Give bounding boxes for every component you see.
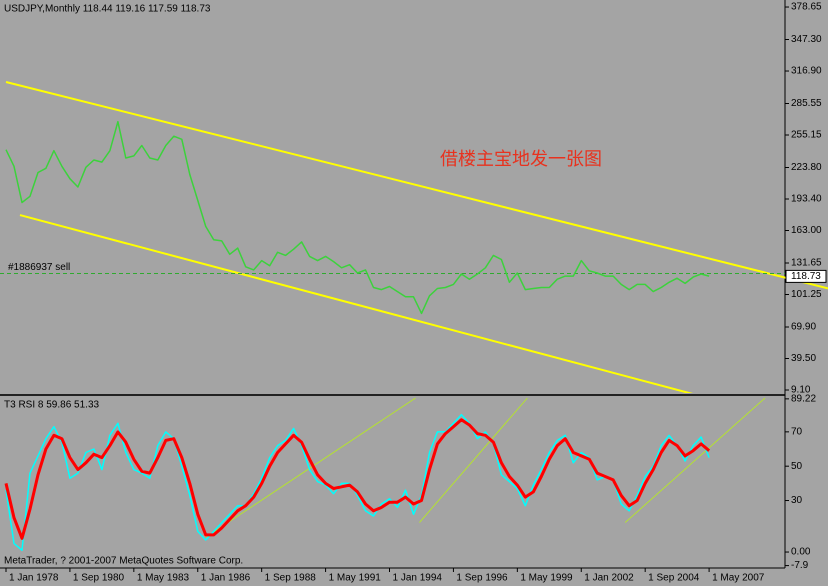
y-tick-label: -7.9 xyxy=(791,560,809,571)
y-tick-label: 30 xyxy=(791,495,803,506)
y-tick-label: 89.22 xyxy=(791,393,816,404)
y-tick-label: 70 xyxy=(791,426,803,437)
x-tick-label: 1 Jan 1978 xyxy=(9,573,59,584)
price-line xyxy=(5,120,710,315)
x-tick-label: 1 Jan 1986 xyxy=(201,573,251,584)
x-tick-label: 1 Jan 2002 xyxy=(584,573,634,584)
x-tick-label: 1 Sep 1988 xyxy=(265,573,317,584)
y-tick-label: 50 xyxy=(791,461,803,472)
order-label: #1886937 sell xyxy=(8,262,70,273)
y-tick-label: 285.55 xyxy=(791,98,822,109)
trendline xyxy=(19,214,694,393)
y-tick-label: 9.10 xyxy=(791,385,811,396)
y-tick-label: 101.25 xyxy=(791,289,822,300)
price-tag-box xyxy=(785,269,827,283)
annotation: 借楼主宝地发一张图 xyxy=(440,149,602,169)
y-tick-label: 255.15 xyxy=(791,130,822,141)
y-tick-label: 378.65 xyxy=(791,2,822,13)
y-tick-label: 39.50 xyxy=(791,353,816,364)
indicator-line xyxy=(4,418,711,540)
trendline xyxy=(205,397,416,538)
x-tick-label: 1 Jan 1994 xyxy=(393,573,443,584)
y-tick-label: 347.30 xyxy=(791,34,822,45)
x-tick-label: 1 May 1983 xyxy=(137,573,190,584)
y-tick-label: 69.90 xyxy=(791,322,816,333)
x-tick-label: 1 May 1999 xyxy=(520,573,573,584)
trendline xyxy=(5,81,828,290)
price-tag: 118.73 xyxy=(791,271,821,282)
y-tick-label: 163.00 xyxy=(791,225,822,236)
indicator-title: T3 RSI 8 59.86 51.33 xyxy=(4,400,100,411)
trendline xyxy=(624,397,766,523)
axes: 378.65 347.30 316.90 285.55 255.15 223.80 193.… xyxy=(5,2,827,584)
x-tick-label: 1 Sep 1996 xyxy=(456,573,508,584)
y-tick-label: 223.80 xyxy=(791,162,822,173)
x-tick-label: 1 May 1991 xyxy=(329,573,382,584)
y-tick-label: 316.90 xyxy=(791,66,822,77)
x-tick-label: 1 May 2007 xyxy=(712,573,765,584)
indicator-panel xyxy=(4,397,766,552)
y-tick-label: 193.40 xyxy=(791,194,822,205)
footer: MetaTrader, ? 2001-2007 MetaQuotes Softw… xyxy=(4,556,243,567)
trendline xyxy=(419,397,528,523)
y-tick-label: 0.00 xyxy=(791,547,811,558)
y-tick-label: 131.65 xyxy=(791,258,822,269)
price-panel xyxy=(0,81,828,393)
x-tick-label: 1 Sep 2004 xyxy=(648,573,700,584)
chart-title: USDJPY,Monthly 118.44 119.16 117.59 118.… xyxy=(4,4,211,15)
x-tick-label: 1 Sep 1980 xyxy=(73,573,125,584)
